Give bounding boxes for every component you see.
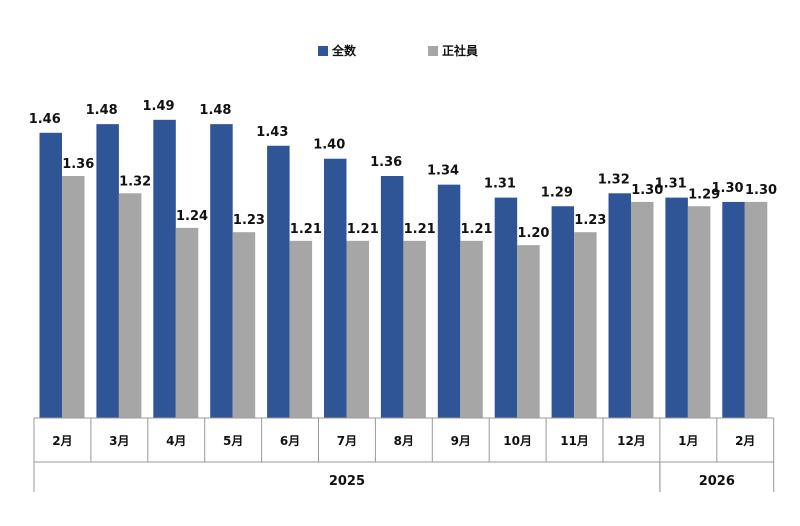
x-tick-label-6: 8月	[394, 434, 414, 448]
value-label-0-9: 1.29	[541, 185, 573, 200]
bar-0-9	[551, 206, 575, 418]
value-label-1-1: 1.32	[119, 174, 151, 189]
x-tick-label-7: 9月	[451, 434, 471, 448]
value-label-1-2: 1.24	[176, 209, 208, 224]
legend: 全数 正社員	[318, 43, 478, 58]
bar-0-4	[267, 145, 290, 418]
x-tick-label-8: 10月	[503, 434, 532, 448]
x-tick-label-9: 11月	[560, 434, 589, 448]
legend-label-1: 正社員	[442, 43, 478, 58]
value-label-0-0: 1.46	[29, 112, 61, 127]
x-tick-label-10: 12月	[617, 434, 646, 448]
value-label-1-6: 1.21	[404, 222, 436, 237]
value-label-0-1: 1.48	[86, 103, 118, 118]
x-tick-label-4: 6月	[280, 434, 300, 448]
bar-1-4	[289, 240, 313, 418]
x-tick-label-3: 5月	[223, 434, 243, 448]
bar-1-5	[346, 240, 369, 418]
legend-swatch-0	[318, 46, 328, 56]
value-label-0-12: 1.30	[712, 181, 744, 196]
value-label-1-8: 1.20	[517, 226, 549, 241]
bar-1-0	[62, 176, 85, 418]
value-label-1-12: 1.30	[745, 183, 777, 198]
value-label-0-10: 1.32	[598, 172, 630, 187]
bar-1-8	[517, 245, 540, 418]
bar-0-0	[39, 132, 62, 419]
bar-1-3	[232, 232, 256, 418]
bar-0-6	[380, 176, 404, 418]
value-label-1-0: 1.36	[62, 157, 94, 172]
bar-0-8	[494, 197, 518, 418]
value-label-1-9: 1.23	[574, 213, 606, 228]
x-axis: 2月 3月 4月 5月 6月 7月 8月 9月 10月 11月 12月 1月 2月 2025 2026	[33, 417, 775, 492]
x-tick-label-1: 3月	[109, 434, 129, 448]
value-label-0-5: 1.40	[313, 138, 345, 153]
series-0: 1.461.48 1.49 1.481.431.401.361.341.311.29…	[29, 99, 745, 419]
x-tick-label-12: 2月	[735, 434, 755, 448]
series-1: 1.36 1.32 1.24 1.23 1.21 1.21 1.21 1.21 1.20 1.23…	[62, 157, 777, 418]
bar-0-10	[608, 193, 631, 418]
bar-0-1	[96, 124, 119, 419]
bar-1-9	[574, 232, 597, 418]
bar-1-6	[403, 240, 426, 418]
bar-0-11	[665, 197, 688, 418]
value-label-1-10: 1.30	[631, 183, 663, 198]
x-tick-label-5: 7月	[337, 434, 357, 448]
year-label-1: 2026	[699, 474, 735, 489]
bar-0-3	[210, 124, 233, 419]
x-tick-label-11: 1月	[678, 434, 698, 448]
x-tick-label-2: 4月	[166, 434, 186, 448]
bar-0-12	[722, 201, 745, 418]
bar-1-2	[175, 227, 199, 418]
legend-swatch-1	[428, 46, 438, 56]
value-label-0-6: 1.36	[370, 155, 402, 170]
value-label-1-3: 1.23	[233, 213, 265, 228]
bar-1-12	[744, 201, 768, 418]
bar-1-10	[631, 201, 654, 418]
bar-0-7	[437, 184, 461, 418]
value-label-1-7: 1.21	[461, 222, 493, 237]
value-label-0-3: 1.48	[199, 103, 231, 118]
legend-label-0: 全数	[331, 43, 357, 58]
value-label-0-7: 1.34	[427, 164, 459, 179]
value-label-0-2: 1.49	[143, 99, 175, 114]
bar-0-5	[324, 158, 347, 418]
bar-1-1	[118, 193, 142, 418]
bar-1-11	[687, 206, 711, 418]
x-tick-label-0: 2月	[52, 434, 72, 448]
value-label-1-4: 1.21	[290, 222, 322, 237]
bar-1-7	[460, 240, 483, 418]
value-label-0-11: 1.31	[655, 177, 687, 192]
value-label-1-5: 1.21	[347, 222, 379, 237]
value-label-0-8: 1.31	[484, 177, 516, 192]
year-label-0: 2025	[329, 474, 365, 489]
value-label-0-4: 1.43	[256, 125, 288, 140]
value-label-1-11: 1.29	[688, 187, 720, 202]
bar-0-2	[153, 119, 176, 419]
